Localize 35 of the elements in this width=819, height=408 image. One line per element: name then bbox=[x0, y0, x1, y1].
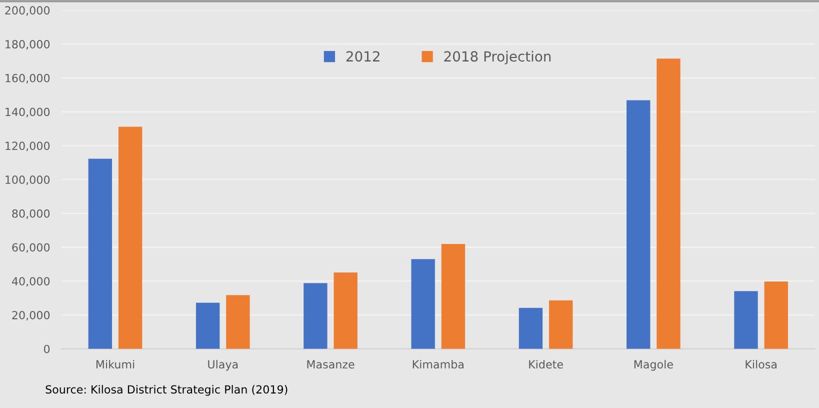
bar bbox=[626, 100, 650, 349]
legend-label: 2018 Projection bbox=[444, 50, 551, 64]
y-tick-label: 200,000 bbox=[5, 6, 50, 16]
x-tick-label: Mikumi bbox=[96, 360, 134, 369]
bar bbox=[88, 158, 112, 349]
bar bbox=[226, 295, 250, 349]
bar bbox=[549, 300, 573, 349]
y-tick-label: 100,000 bbox=[6, 175, 50, 186]
y-tick-label: 60,000 bbox=[12, 243, 50, 253]
y-tick-label: 40,000 bbox=[12, 277, 50, 287]
x-tick-label: Masanze bbox=[307, 360, 354, 369]
x-tick-label: Kimamba bbox=[412, 360, 464, 369]
bar bbox=[118, 126, 142, 349]
x-tick-label: Magole bbox=[634, 360, 673, 371]
bar bbox=[304, 283, 328, 349]
y-tick-label: 80,000 bbox=[12, 209, 50, 219]
y-tick-label: 160,000 bbox=[6, 74, 50, 84]
legend-label: 2012 bbox=[346, 51, 380, 62]
y-tick-label: 180,000 bbox=[6, 40, 50, 50]
bar bbox=[411, 259, 435, 349]
y-tick-label: 0 bbox=[44, 344, 50, 354]
bar bbox=[734, 291, 758, 349]
y-tick-label: 20,000 bbox=[12, 310, 50, 320]
bar bbox=[334, 272, 358, 349]
bar bbox=[196, 302, 220, 349]
x-tick-label: Kidete bbox=[529, 360, 563, 369]
x-tick-label: Ulaya bbox=[208, 360, 238, 371]
source-note: Source: Kilosa District Strategic Plan (2019) bbox=[46, 385, 288, 396]
bar bbox=[441, 244, 466, 349]
bar bbox=[764, 281, 788, 349]
bar bbox=[656, 58, 680, 349]
bar bbox=[518, 308, 543, 349]
y-tick-label: 120,000 bbox=[6, 142, 50, 152]
x-tick-label: Kilosa bbox=[746, 360, 777, 369]
y-tick-label: 140,000 bbox=[6, 108, 50, 118]
